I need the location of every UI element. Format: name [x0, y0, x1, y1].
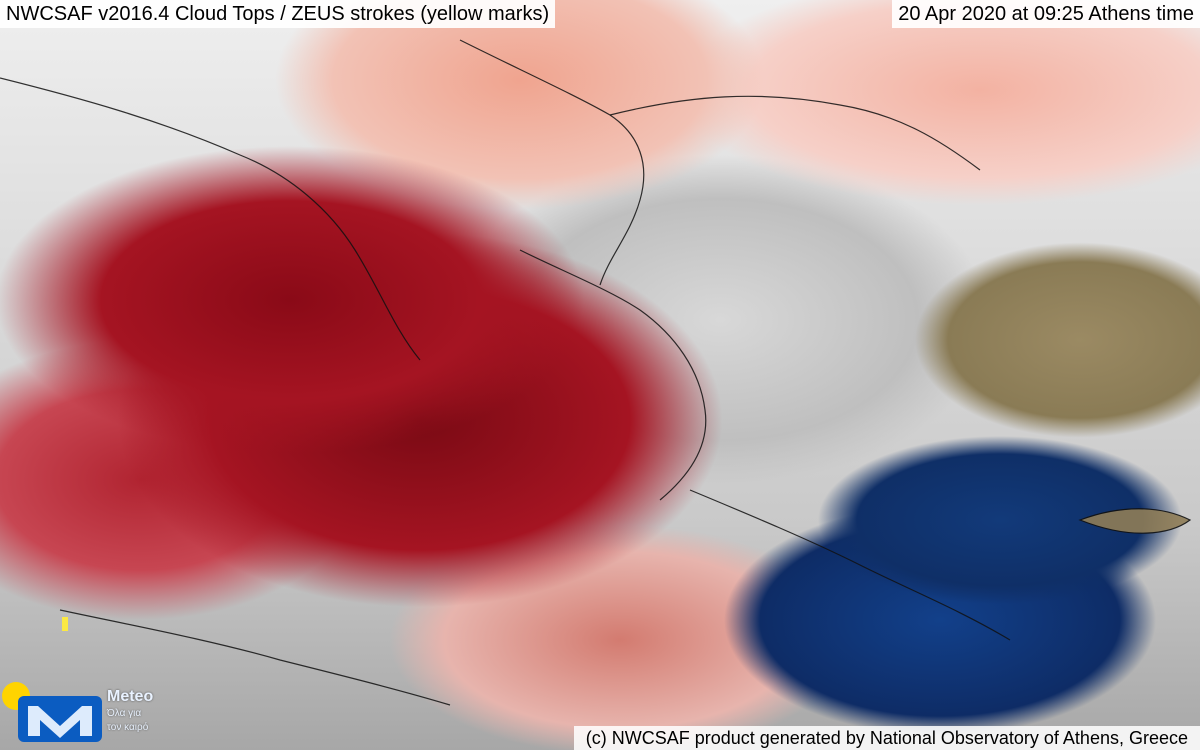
credits: (c) NWCSAF product generated by National… [573, 726, 1200, 750]
logo-tagline-line1: Όλα για [107, 708, 142, 719]
title-right: 20 Apr 2020 at 09:25 Athens time [892, 0, 1200, 28]
meteo-logo: Meteo Όλα για τον καιρό [2, 682, 182, 742]
title-left: NWCSAF v2016.4 Cloud Tops / ZEUS strokes… [0, 0, 556, 28]
logo-m-icon [18, 696, 102, 742]
m-glyph-icon [28, 706, 92, 738]
logo-name: Meteo [107, 688, 154, 705]
lightning-mark [62, 617, 68, 631]
logo-tagline-line2: τον καιρό [107, 722, 149, 733]
logo-text: Meteo Όλα για τον καιρό [107, 688, 182, 738]
